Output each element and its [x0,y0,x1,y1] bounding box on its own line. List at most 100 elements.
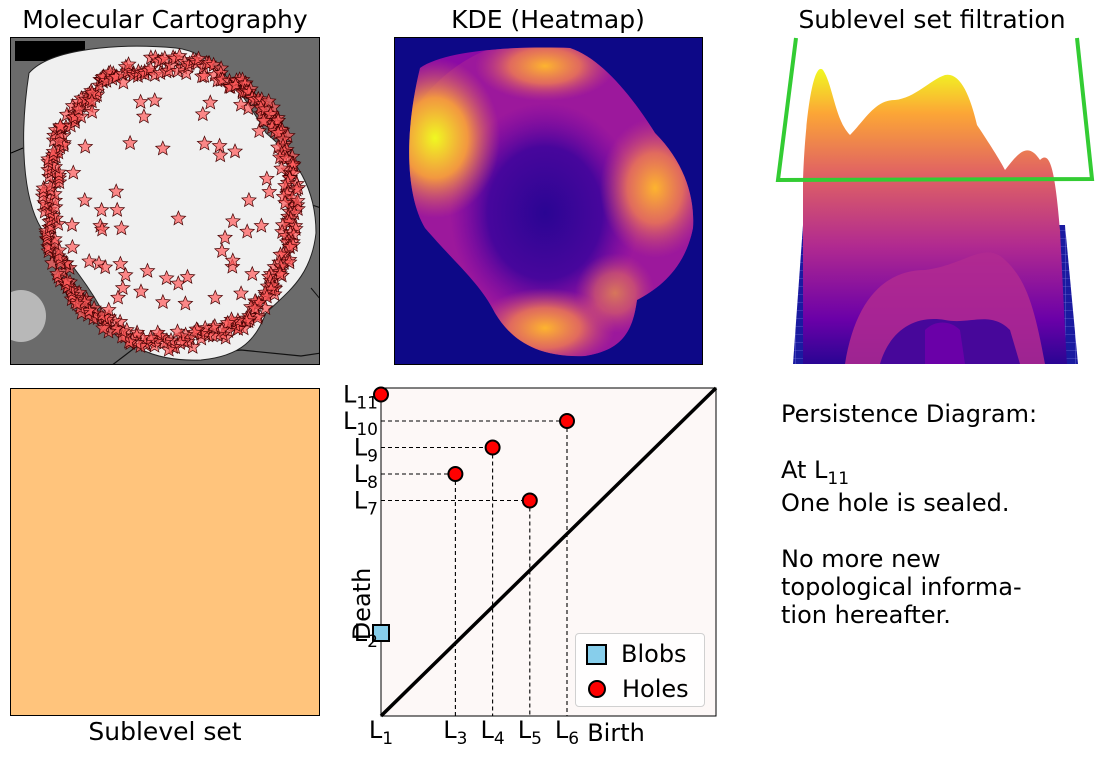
blob-point [372,624,390,642]
molecule-star-icon [258,170,275,186]
filtration-title: Sublevel set filtration [798,5,1066,34]
molecule-star-icon [120,56,137,72]
molecule-star-icon [224,212,241,229]
hole-point [521,492,538,509]
y-tick-label: L7 [354,487,378,520]
molecule-star-icon [73,304,90,320]
hole-point [447,466,464,482]
molecule-star-icon [154,293,171,310]
hole-point [559,413,575,429]
x-tick-label: L4 [480,716,504,749]
molecule-star-icon [196,135,213,151]
hole-point [484,439,501,456]
sublevel-label: Sublevel set [88,717,242,746]
molecule-star-icon [76,191,93,208]
molecule-star-icon [239,223,256,239]
y-tick-label: L9 [354,434,378,467]
filtration-surface [775,37,1095,365]
molecule-star-icon [244,265,261,281]
legend-item-holes: Holes [586,674,689,704]
molecule-star-icon [289,192,306,208]
x-tick-label: L6 [555,716,579,749]
y-tick-label: L8 [354,460,378,493]
molecule-star-icon [122,134,139,151]
legend: Blobs Holes [575,633,705,707]
y-tick-label: L11 [343,381,378,414]
dashed-guides [381,420,568,716]
molecule-star-icon [154,140,171,156]
molecule-star-icon [253,217,270,233]
filtration-panel [765,30,1105,370]
x-tick-label: L1 [369,716,393,749]
persistence-note: Persistence Diagram: At L11 One hole is … [781,400,1037,629]
y-axis-label: Death [348,568,376,641]
molecule-star-icon [70,101,87,117]
note-more-1: No more new [781,544,941,573]
note-at-level: At L11 [781,456,850,489]
molecule-star-icon [49,265,66,281]
molecule-star-icon [64,238,81,255]
hole-point [373,386,389,403]
molecule-star-icon [211,137,228,153]
kde-heatmap [409,47,694,357]
y-tick-label: L2 [354,619,378,652]
molecule-star-icon [65,164,82,180]
diagram-markers [372,386,575,642]
molecule-markers [34,47,307,357]
molecule-star-icon [207,289,224,305]
hole-circle-icon [588,680,606,698]
molecule-star-icon [217,229,233,245]
filtration-plane [775,37,1095,183]
molecule-star-icon [194,106,211,122]
note-sealed: One hole is sealed. [781,488,1010,517]
molecule-star-icon [261,183,278,199]
molecule-star-icon [132,93,149,109]
x-tick-label: L5 [518,716,542,749]
molecule-star-icon [100,301,117,317]
molecule-star-icon [94,221,111,237]
blob-square-icon [586,643,607,665]
molecule-star-icon [109,201,126,217]
molecule-star-icon [277,194,294,210]
molecule-star-icon [114,279,131,295]
x-tick-label: L3 [443,716,467,749]
note-heading: Persistence Diagram: [781,400,1038,428]
cartography-plot [11,41,319,364]
sublevel-panel [10,388,320,716]
molecule-star-icon [112,255,129,271]
kde-panel [394,37,703,365]
molecule-star-icon [219,314,236,330]
molecule-star-icon [81,252,98,269]
molecule-star-icon [260,92,277,109]
molecule-star-icon [64,216,81,232]
note-more-3: tion hereafter. [781,600,951,629]
kde-title: KDE (Heatmap) [451,5,645,34]
molecule-star-icon [169,323,186,339]
molecule-star-icon [97,258,114,275]
molecule-star-icon [95,319,112,336]
molecule-star-icon [133,283,149,299]
molecule-star-icon [233,285,250,301]
neighbor-cell [11,290,46,342]
y-tick-label: L10 [343,407,378,440]
molecule-star-icon [177,295,194,311]
molecule-star-icon [77,138,94,154]
cartography-title: Molecular Cartography [22,5,308,34]
molecule-star-icon [202,94,219,110]
molecule-star-icon [170,210,187,226]
molecule-star-icon [84,103,101,119]
molecule-star-icon [240,191,257,208]
molecule-star-icon [251,122,268,139]
molecule-star-icon [246,300,263,316]
x-axis-label: Birth [587,719,645,747]
molecule-star-icon [158,270,175,286]
molecule-star-icon [213,242,230,258]
molecule-star-icon [146,92,163,108]
molecule-star-icon [255,112,272,128]
legend-item-blobs: Blobs [586,639,687,669]
molecule-star-icon [135,108,152,124]
molecule-star-icon [117,266,134,282]
note-more-2: topological informa- [781,572,1022,601]
molecule-star-icon [69,295,86,311]
